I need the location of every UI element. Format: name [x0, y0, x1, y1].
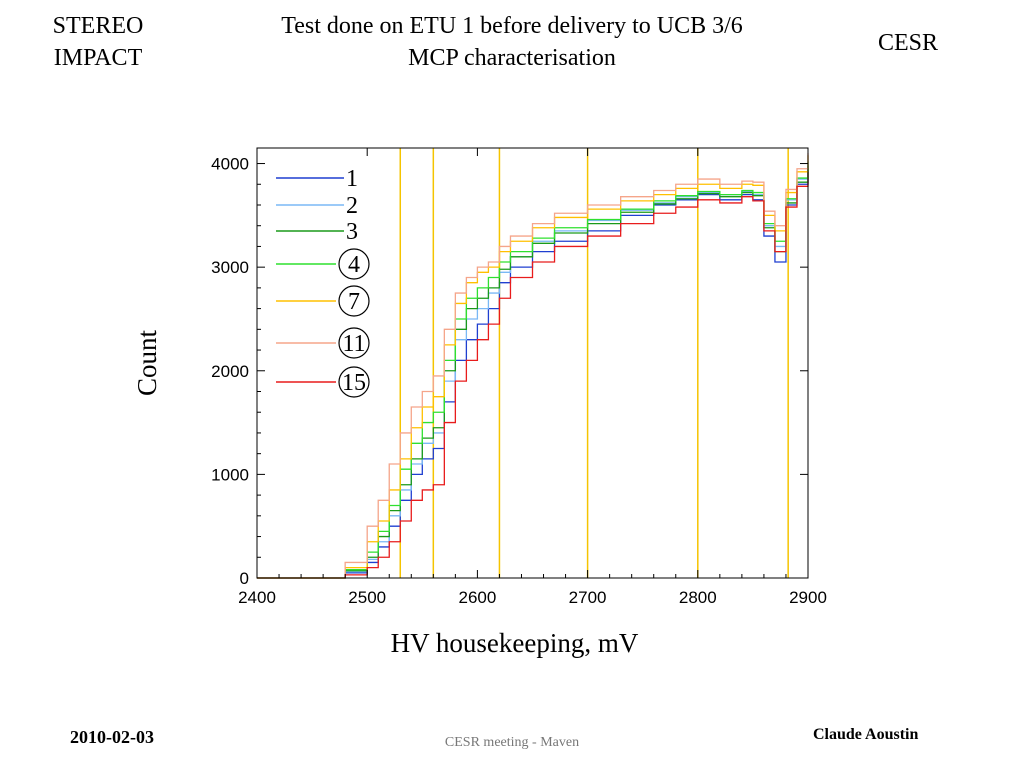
legend-label-3: 3	[346, 219, 358, 245]
footer-date: 2010-02-03	[70, 727, 154, 747]
header-left-line2: IMPACT	[53, 45, 143, 71]
x-tick-label-2900: 2900	[789, 588, 827, 607]
y-tick-label-4000: 4000	[211, 155, 249, 174]
legend-label-4: 4	[348, 252, 360, 278]
count-vs-hv-chart: 2400 2500 2600 2700 2800 2900 0 1000 2000 3000 400…	[132, 147, 827, 658]
x-tick-label-2400: 2400	[238, 588, 276, 607]
plot-frame	[256, 147, 809, 579]
slide-title: Test done on ETU 1 before delivery to UC…	[190, 10, 834, 74]
footer-center: CESR meeting - Maven	[444, 735, 580, 750]
header-right: CESR	[877, 30, 939, 56]
y-tick-label-1000: 1000	[211, 465, 249, 484]
series-line-7	[257, 155, 809, 579]
series-line-11	[257, 153, 809, 579]
legend-circle-11	[338, 327, 370, 359]
x-tick-label-2700: 2700	[569, 588, 607, 607]
y-axis-title: Count	[132, 329, 162, 396]
legend: 123 4 7 11 15	[276, 166, 370, 398]
series-line-3	[257, 165, 809, 579]
footer-author: Claude Aoustin	[813, 726, 919, 743]
y-tick-label-3000: 3000	[211, 258, 249, 277]
x-tick-label-2500: 2500	[348, 588, 386, 607]
x-tick-label-2600: 2600	[458, 588, 496, 607]
y-tick-label-0: 0	[240, 569, 249, 588]
header-left-line1: STEREO	[52, 13, 144, 39]
vertical-lines-layer	[399, 148, 789, 578]
legend-label-7: 7	[348, 289, 360, 315]
y-tick-label-2000: 2000	[211, 362, 249, 381]
series-line-15	[257, 171, 809, 579]
title-line1: Test done on ETU 1 before delivery to UC…	[281, 13, 743, 39]
legend-label-2: 2	[346, 193, 358, 219]
legend-label-11: 11	[342, 331, 365, 357]
header-left: STEREO IMPACT	[18, 10, 178, 74]
legend-label-15: 15	[342, 370, 366, 396]
legend-circle-4	[338, 248, 370, 280]
title-line2: MCP characterisation	[408, 45, 616, 71]
series-layer	[257, 153, 809, 579]
ticks-layer: 2400 2500 2600 2700 2800 2900 0 1000 2000 3000 400…	[211, 148, 827, 607]
legend-circle-7	[338, 285, 370, 317]
legend-circle-15	[338, 366, 370, 398]
series-line-4	[257, 161, 809, 579]
x-tick-label-2800: 2800	[679, 588, 717, 607]
x-axis-title: HV housekeeping, mV	[391, 628, 639, 658]
legend-label-1: 1	[346, 166, 358, 192]
